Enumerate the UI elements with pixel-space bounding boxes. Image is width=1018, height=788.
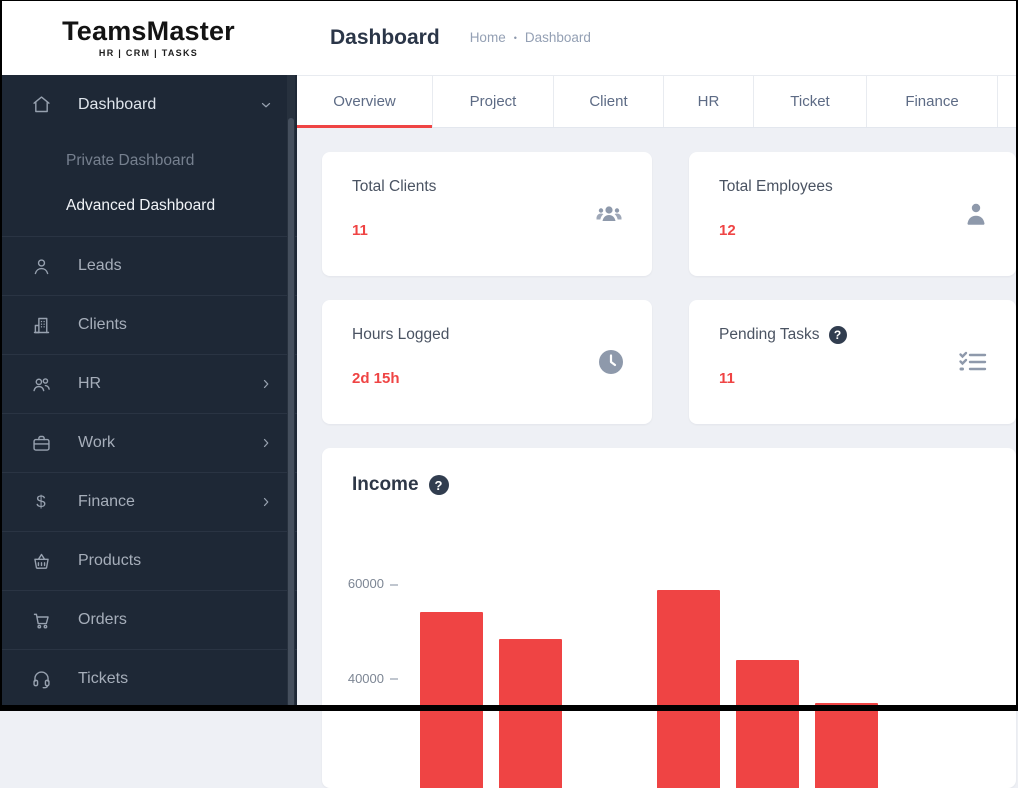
tab-ticket[interactable]: Ticket xyxy=(754,76,867,127)
y-axis-tick: 60000 xyxy=(322,576,398,591)
tab-finance[interactable]: Finance xyxy=(867,76,998,127)
sidebar-item-orders[interactable]: Orders xyxy=(0,590,297,649)
main-area: Dashboard Home • Dashboard Overview Proje… xyxy=(297,0,1018,788)
sidebar-item-label: Tickets xyxy=(78,670,129,687)
sidebar-scrollbar-thumb[interactable] xyxy=(288,118,294,707)
stat-card-title: Pending Tasks? xyxy=(719,326,986,344)
help-icon[interactable]: ? xyxy=(828,326,847,344)
dollar-icon: $ xyxy=(36,492,46,511)
headset-icon xyxy=(30,668,52,690)
content: Total Clients 11 Total Employees 12 Hours Lo… xyxy=(297,128,1018,788)
income-chart-title: Income ? xyxy=(352,474,986,496)
y-axis-tick: 40000 xyxy=(322,671,398,686)
income-bar xyxy=(815,702,878,788)
users-group-icon xyxy=(594,202,624,226)
cart-icon xyxy=(30,609,52,631)
stat-card-value: 2d 15h xyxy=(352,370,400,387)
chevron-right-icon xyxy=(259,377,273,391)
tab-client[interactable]: Client xyxy=(554,76,664,127)
sidebar-subitem-private-dashboard[interactable]: Private Dashboard xyxy=(66,151,195,169)
tab-overview[interactable]: Overview xyxy=(297,76,433,128)
chevron-right-icon xyxy=(259,436,273,450)
sidebar-item-label: Work xyxy=(78,434,116,451)
stat-card-total-clients: Total Clients 11 xyxy=(322,152,652,276)
stat-card-value: 11 xyxy=(352,222,368,239)
stat-card-title-text: Total Employees xyxy=(719,178,833,195)
stat-card-title-text: Hours Logged xyxy=(352,326,450,343)
tab-hr[interactable]: HR xyxy=(664,76,754,127)
person-icon xyxy=(30,255,52,277)
basket-icon xyxy=(30,550,52,572)
sidebar-item-clients[interactable]: Clients xyxy=(0,295,297,354)
stat-card-title: Hours Logged xyxy=(352,326,622,344)
stat-card-value: 12 xyxy=(719,222,736,239)
users-icon xyxy=(30,373,52,395)
screenshot-border-left xyxy=(0,0,2,711)
stat-card-total-employees: Total Employees 12 xyxy=(689,152,1016,276)
sidebar-submenu-dashboard: Private Dashboard Advanced Dashboard xyxy=(0,134,297,236)
sidebar-item-products[interactable]: Products xyxy=(0,531,297,590)
income-bar xyxy=(736,659,799,788)
stat-card-title-text: Pending Tasks xyxy=(719,326,820,343)
sidebar-item-work[interactable]: Work xyxy=(0,413,297,472)
sidebar-item-label: Leads xyxy=(78,257,122,274)
income-bar xyxy=(499,638,562,788)
sidebar-item-label: Clients xyxy=(78,316,127,333)
sidebar-subitem-advanced-dashboard[interactable]: Advanced Dashboard xyxy=(66,196,216,214)
sidebar-item-label: Orders xyxy=(78,611,127,628)
page-title: Dashboard xyxy=(330,25,440,49)
tab-project[interactable]: Project xyxy=(433,76,554,127)
stat-card-title: Total Employees xyxy=(719,178,986,196)
page-header: Dashboard Home • Dashboard xyxy=(297,0,1018,75)
app-logo-title: TeamsMaster xyxy=(62,15,235,46)
sidebar: TeamsMaster HR | CRM | TASKS Dashboard Pr… xyxy=(0,0,297,711)
sidebar-item-label: HR xyxy=(78,375,102,392)
breadcrumb-current: Dashboard xyxy=(524,30,591,45)
screenshot-border-top xyxy=(0,0,1018,1)
sidebar-item-hr[interactable]: HR xyxy=(0,354,297,413)
income-chart-title-text: Income xyxy=(352,474,419,495)
tab-partial xyxy=(998,76,1018,127)
breadcrumb-home[interactable]: Home xyxy=(469,30,506,45)
breadcrumb: Home • Dashboard xyxy=(470,30,591,45)
stat-card-title: Total Clients xyxy=(352,178,622,196)
app-logo-subtitle: HR | CRM | TASKS xyxy=(98,47,199,58)
income-bar xyxy=(420,612,483,788)
sidebar-item-label: Finance xyxy=(78,493,135,510)
stat-card-title-text: Total Clients xyxy=(352,178,437,195)
chevron-down-icon xyxy=(259,98,273,112)
checklist-icon xyxy=(958,349,988,375)
sidebar-item-finance[interactable]: $ Finance xyxy=(0,472,297,531)
stat-card-pending-tasks: Pending Tasks? 11 xyxy=(689,300,1016,424)
chevron-right-icon xyxy=(259,495,273,509)
user-solid-icon xyxy=(964,201,988,227)
building-icon xyxy=(30,314,52,336)
help-icon[interactable]: ? xyxy=(428,475,449,495)
sidebar-scrollbar-track xyxy=(287,75,295,711)
income-chart-card: Income ? 60000 40000 xyxy=(322,448,1016,788)
sidebar-menu: Dashboard Private Dashboard Advanced Dashb… xyxy=(0,75,297,711)
briefcase-icon xyxy=(30,432,52,454)
stat-card-hours-logged: Hours Logged 2d 15h xyxy=(322,300,652,424)
app-logo[interactable]: TeamsMaster HR | CRM | TASKS xyxy=(0,0,297,75)
sidebar-item-label: Products xyxy=(78,552,142,569)
tab-bar: Overview Project Client HR Ticket Finance xyxy=(297,75,1018,128)
sidebar-item-label: Dashboard xyxy=(78,95,157,113)
sidebar-item-dashboard[interactable]: Dashboard xyxy=(0,75,297,134)
screenshot-border-bottom xyxy=(0,705,1018,711)
income-bar xyxy=(657,590,720,788)
breadcrumb-separator: • xyxy=(513,32,517,43)
stat-card-grid: Total Clients 11 Total Employees 12 Hours Lo… xyxy=(322,152,1018,424)
home-icon xyxy=(30,94,52,116)
stat-card-value: 11 xyxy=(719,370,735,387)
clock-icon xyxy=(598,349,624,375)
sidebar-item-tickets[interactable]: Tickets xyxy=(0,649,297,708)
sidebar-item-leads[interactable]: Leads xyxy=(0,236,297,295)
screenshot-border-right xyxy=(1016,0,1018,711)
